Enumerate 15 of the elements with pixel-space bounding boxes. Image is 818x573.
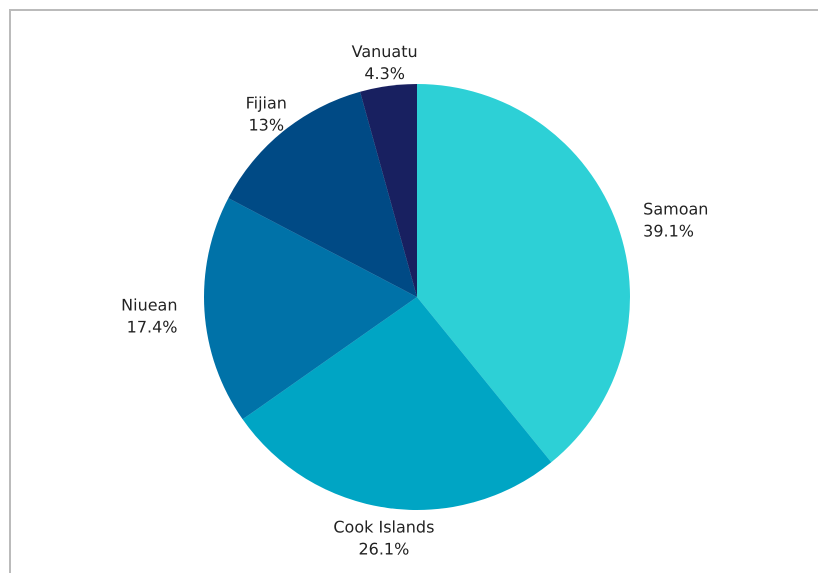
data-label: 26.1% — [358, 540, 410, 559]
slice-label: Fijian — [246, 93, 287, 112]
slice-label: Cook Islands — [333, 518, 434, 537]
pie-slice — [204, 198, 417, 420]
data-label: 13% — [248, 115, 284, 134]
pie-slice — [228, 92, 417, 297]
pie-slice — [360, 84, 417, 297]
data-label: 17.4% — [126, 317, 178, 336]
slice-label: Niuean — [121, 295, 178, 314]
data-label: 39.1% — [643, 222, 694, 241]
pie-slice — [242, 297, 552, 510]
data-label: 4.3% — [364, 64, 405, 84]
slice-label: Samoan — [643, 200, 708, 219]
pie-slice — [417, 84, 630, 462]
slice-label: Vanuatu — [352, 42, 418, 62]
